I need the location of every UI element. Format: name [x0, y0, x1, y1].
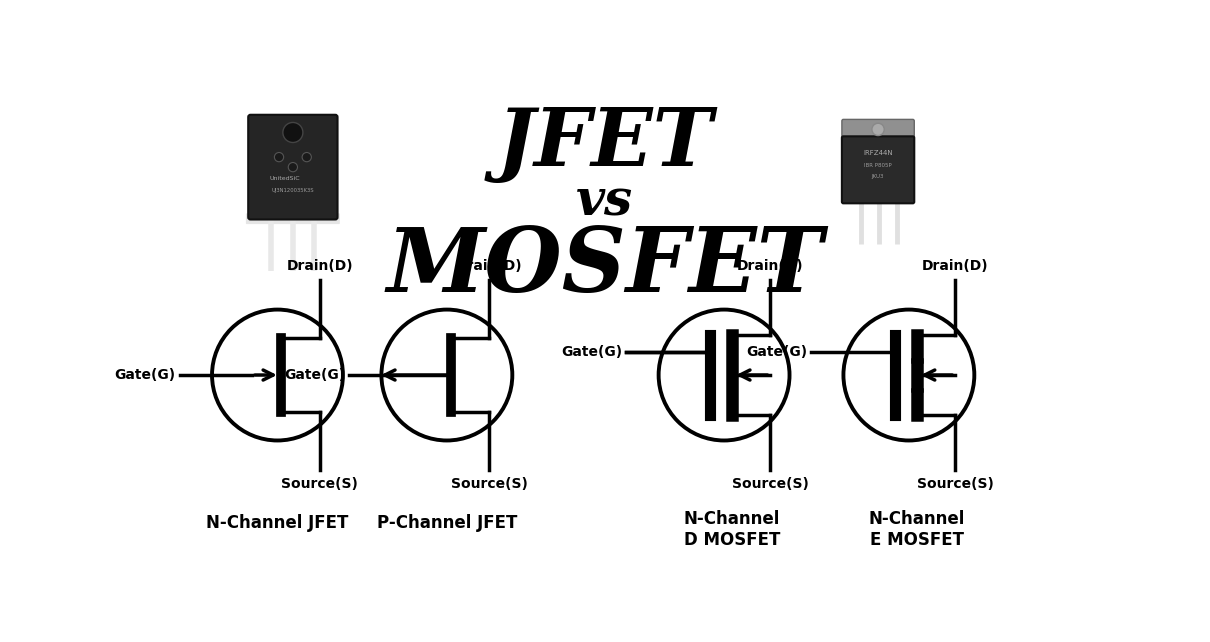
Text: Source(S): Source(S)	[732, 478, 808, 491]
Circle shape	[872, 123, 885, 135]
Text: Gate(G): Gate(G)	[284, 368, 345, 382]
Text: Source(S): Source(S)	[282, 478, 358, 491]
Text: N-Channel
D MOSFET: N-Channel D MOSFET	[684, 510, 780, 548]
FancyBboxPatch shape	[842, 119, 915, 139]
Text: Gate(G): Gate(G)	[747, 345, 807, 359]
FancyBboxPatch shape	[248, 115, 338, 220]
Circle shape	[275, 153, 283, 162]
Text: Source(S): Source(S)	[451, 478, 528, 491]
Text: Drain(D): Drain(D)	[287, 259, 353, 273]
Text: UnitedSiC: UnitedSiC	[270, 176, 300, 181]
Text: IRFZ44N: IRFZ44N	[863, 150, 893, 156]
Text: Gate(G): Gate(G)	[561, 345, 622, 359]
Text: Drain(D): Drain(D)	[737, 259, 803, 273]
Text: Source(S): Source(S)	[917, 478, 993, 491]
Circle shape	[288, 162, 298, 172]
Text: P-Channel JFET: P-Channel JFET	[376, 514, 517, 532]
Text: Drain(D): Drain(D)	[922, 259, 989, 273]
Text: vs: vs	[576, 177, 633, 226]
Text: JFET: JFET	[496, 105, 713, 183]
Text: N-Channel JFET: N-Channel JFET	[206, 514, 348, 532]
Circle shape	[283, 123, 302, 143]
Text: IBR P805P: IBR P805P	[864, 163, 892, 168]
Text: Gate(G): Gate(G)	[115, 368, 175, 382]
FancyBboxPatch shape	[842, 136, 915, 204]
Text: JKU3: JKU3	[872, 174, 885, 179]
FancyBboxPatch shape	[246, 213, 340, 224]
Text: N-Channel
E MOSFET: N-Channel E MOSFET	[869, 510, 964, 548]
Text: Drain(D): Drain(D)	[456, 259, 523, 273]
Text: MOSFET: MOSFET	[386, 224, 823, 311]
Circle shape	[302, 153, 311, 162]
Text: UJ3N120035K3S: UJ3N120035K3S	[271, 189, 315, 193]
